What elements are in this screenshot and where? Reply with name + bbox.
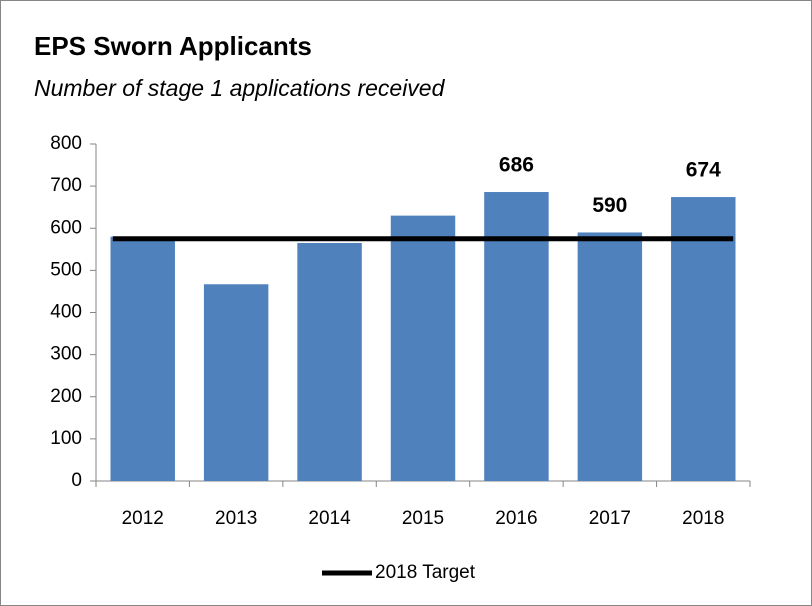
chart-title: EPS Sworn Applicants: [34, 31, 312, 61]
x-tick-label: 2015: [402, 508, 444, 529]
y-tick-label: 800: [50, 133, 82, 154]
legend-label: 2018 Target: [375, 562, 476, 583]
bar: [671, 197, 736, 481]
bar: [390, 215, 456, 482]
y-tick-label: 500: [50, 259, 82, 280]
x-tick-label: 2013: [215, 508, 257, 529]
bar: [203, 284, 269, 481]
bar: [484, 192, 549, 481]
y-tick-label: 600: [50, 217, 82, 238]
data-label: 674: [686, 159, 721, 182]
data-label: 686: [499, 154, 534, 177]
bar: [577, 232, 643, 481]
x-tick-label: 2017: [589, 508, 631, 529]
y-tick-label: 0: [71, 470, 82, 491]
data-label: 590: [592, 194, 627, 217]
y-tick-label: 200: [50, 386, 82, 407]
x-tick-label: 2014: [308, 508, 351, 529]
y-tick-label: 400: [50, 302, 82, 323]
y-tick-label: 700: [50, 175, 82, 196]
bar: [297, 242, 362, 481]
y-tick-label: 100: [50, 428, 82, 449]
chart-subtitle: Number of stage 1 applications received: [34, 75, 446, 101]
x-tick-label: 2012: [122, 508, 164, 529]
y-tick-label: 300: [50, 344, 82, 365]
bar: [110, 236, 175, 481]
x-tick-label: 2016: [495, 508, 537, 529]
x-tick-label: 2018: [682, 508, 724, 529]
